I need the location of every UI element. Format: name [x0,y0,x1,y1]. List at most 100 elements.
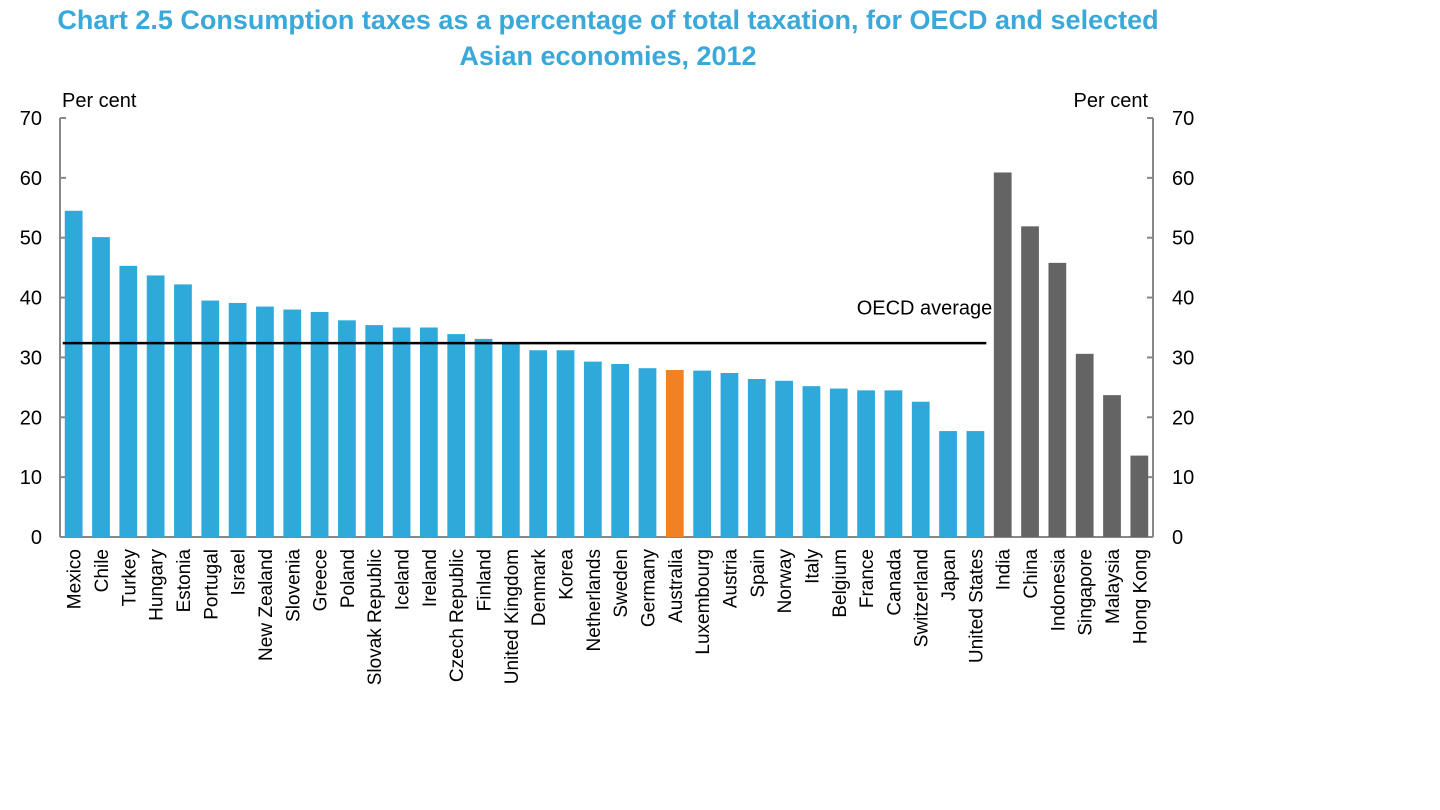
x-tick-label-korea: Korea [557,549,578,600]
x-tick-label-netherlands: Netherlands [584,549,605,651]
bar-germany [638,368,657,537]
bar-hong-kong [1130,455,1149,537]
bar-australia [665,369,684,537]
x-tick-label-mexico: Mexico [65,549,86,609]
bar-luxembourg [693,370,712,537]
x-tick-label-belgium: Belgium [830,549,851,618]
x-tick-label-denmark: Denmark [529,549,550,627]
x-tick-label-japan: Japan [939,549,960,601]
bar-canada [884,390,903,537]
oecd-average-line-group: OECD average [62,298,993,345]
y-tick-label-left: 50 [20,228,42,250]
bar-switzerland [911,401,930,537]
bar-slovenia [283,309,302,537]
y-tick-label-right: 40 [1172,288,1194,310]
y-axis-left-unit: Per cent [62,90,137,112]
y-tick-label-left: 10 [20,467,42,489]
bar-italy [802,386,821,537]
y-tick-label-left: 20 [20,407,42,429]
x-tick-label-slovak-republic: Slovak Republic [365,549,386,685]
x-tick-label-greece: Greece [311,549,332,611]
bar-greece [310,311,329,537]
x-tick-label-singapore: Singapore [1076,549,1097,636]
x-tick-label-iceland: Iceland [393,549,414,610]
x-tick-label-australia: Australia [666,549,687,623]
y-tick-label-right: 70 [1172,108,1194,130]
bar-singapore [1075,353,1094,537]
bar-norway [775,380,793,537]
x-tick-label-estonia: Estonia [174,549,195,613]
chart-title-line-2: Asian economies, 2012 [459,41,757,71]
y-tick-label-right: 30 [1172,347,1194,369]
x-tick-label-united-states: United States [966,549,987,663]
x-tick-label-portugal: Portugal [201,549,222,620]
x-tick-label-new-zealand: New Zealand [256,549,277,661]
x-tick-label-slovenia: Slovenia [283,549,304,622]
y-tick-label-right: 10 [1172,467,1194,489]
bar-sweden [611,364,630,537]
bar-japan [939,431,957,537]
oecd-average-label: OECD average [857,298,993,320]
x-tick-label-malaysia: Malaysia [1103,549,1124,624]
bar-poland [338,320,356,537]
bar-turkey [119,265,138,537]
x-tick-label-spain: Spain [748,549,769,598]
bar-chile [92,237,110,537]
x-tick-label-poland: Poland [338,549,359,608]
x-tick-label-india: India [994,549,1015,591]
x-tick-label-hungary: Hungary [147,549,168,621]
x-tick-label-france: France [857,549,878,608]
x-tick-label-united-kingdom: United Kingdom [502,549,523,684]
x-tick-label-germany: Germany [638,549,659,628]
y-tick-label-left: 70 [20,108,42,130]
bar-czech-republic [447,334,466,537]
x-tick-label-chile: Chile [92,549,113,592]
bar-spain [747,378,766,537]
chart-title: Chart 2.5 Consumption taxes as a percent… [0,2,1216,74]
y-tick-label-right: 20 [1172,407,1194,429]
bar-slovak-republic [365,325,384,537]
bar-hungary [146,275,165,537]
x-tick-label-norway: Norway [775,549,796,614]
x-tick-label-sweden: Sweden [611,549,632,618]
bars [64,172,1149,537]
bar-denmark [529,350,548,537]
bar-new-zealand [256,306,274,537]
x-tick-label-israel: Israel [229,549,250,595]
y-axis-right-unit: Per cent [1074,90,1149,112]
bar-india [993,172,1012,537]
x-tick-label-switzerland: Switzerland [912,549,933,647]
x-tick-label-finland: Finland [475,549,496,611]
bar-estonia [174,284,192,537]
x-tick-label-indonesia: Indonesia [1048,549,1069,632]
bar-united-states [966,431,985,537]
bar-indonesia [1048,262,1067,537]
y-tick-label-left: 30 [20,347,42,369]
bar-finland [474,338,493,537]
x-tick-label-canada: Canada [884,549,905,616]
x-tick-label-ireland: Ireland [420,549,441,607]
y-tick-label-right: 60 [1172,168,1194,190]
bar-mexico [64,210,83,537]
bar-iceland [392,327,411,537]
x-tick-label-czech-republic: Czech Republic [447,549,468,682]
x-tick-label-austria: Austria [720,549,741,609]
x-tick-label-turkey: Turkey [119,549,140,607]
bar-malaysia [1103,395,1121,537]
y-tick-label-left: 60 [20,168,42,190]
y-tick-label-left: 40 [20,288,42,310]
bar-korea [556,350,575,537]
bar-france [857,390,875,537]
bar-belgium [829,388,848,537]
bar-china [1021,226,1039,537]
chart-title-line-1: Chart 2.5 Consumption taxes as a percent… [57,5,1159,35]
bar-portugal [201,300,220,537]
bar-united-kingdom [501,343,520,537]
y-tick-label-right: 0 [1172,527,1183,549]
bar-israel [228,302,247,537]
x-tick-label-china: China [1021,549,1042,599]
x-tick-label-luxembourg: Luxembourg [693,549,714,655]
x-tick-label-italy: Italy [802,549,823,584]
y-tick-label-left: 0 [31,527,42,549]
